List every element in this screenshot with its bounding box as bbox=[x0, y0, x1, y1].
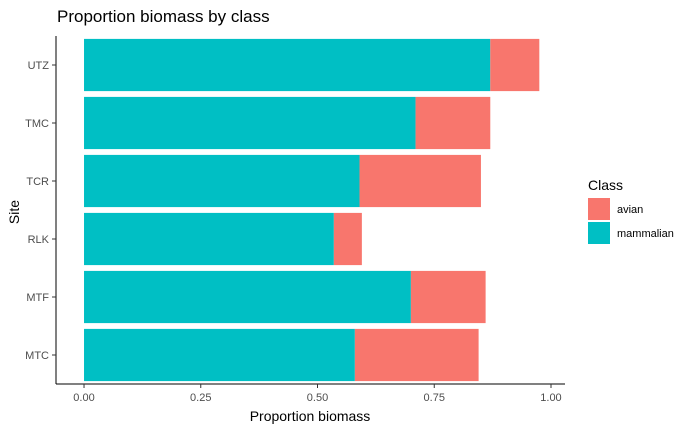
legend-swatch-mammalian bbox=[588, 222, 610, 244]
x-tick-label: 0.75 bbox=[424, 392, 445, 404]
legend-label-mammalian: mammalian bbox=[617, 228, 674, 240]
bar-avian-utz bbox=[490, 38, 540, 92]
x-tick-label: 0.00 bbox=[73, 392, 94, 404]
bar-mammalian-mtf bbox=[84, 270, 411, 324]
bar-mammalian-utz bbox=[84, 38, 491, 92]
chart-title: Proportion biomass by class bbox=[57, 7, 270, 26]
y-tick-label-tcr: TCR bbox=[26, 176, 49, 188]
x-axis-title: Proportion biomass bbox=[250, 408, 371, 424]
bar-mammalian-mtc bbox=[84, 328, 355, 382]
bar-avian-tmc bbox=[415, 96, 491, 150]
legend-label-avian: avian bbox=[617, 204, 643, 216]
bar-avian-mtc bbox=[354, 328, 479, 382]
x-tick-label: 0.50 bbox=[307, 392, 328, 404]
legend-title: Class bbox=[588, 177, 623, 193]
legend: Class avian mammalian bbox=[588, 177, 674, 244]
x-tick-label: 1.00 bbox=[540, 392, 561, 404]
plot-area bbox=[84, 38, 540, 382]
legend-swatch-avian bbox=[588, 198, 610, 220]
y-axis: MTC MTF RLK TCR TMC UTZ bbox=[25, 36, 57, 384]
y-tick-label-mtc: MTC bbox=[25, 350, 49, 362]
bar-avian-tcr bbox=[359, 154, 481, 208]
bar-avian-rlk bbox=[333, 212, 362, 266]
x-tick-label: 0.25 bbox=[190, 392, 211, 404]
y-tick-label-tmc: TMC bbox=[25, 118, 49, 130]
bar-mammalian-tcr bbox=[84, 154, 360, 208]
bar-mammalian-rlk bbox=[84, 212, 334, 266]
y-axis-title: Site bbox=[6, 200, 22, 224]
bar-mammalian-tmc bbox=[84, 96, 416, 150]
bar-avian-mtf bbox=[410, 270, 486, 324]
x-axis: 0.00 0.25 0.50 0.75 1.00 bbox=[56, 383, 565, 404]
y-tick-label-rlk: RLK bbox=[28, 234, 50, 246]
y-tick-label-mtf: MTF bbox=[26, 292, 49, 304]
y-tick-label-utz: UTZ bbox=[28, 60, 50, 72]
